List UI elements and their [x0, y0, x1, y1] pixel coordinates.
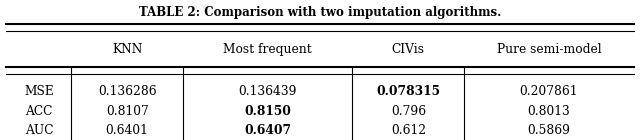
- Text: 0.6407: 0.6407: [244, 124, 291, 137]
- Text: KNN: KNN: [112, 43, 142, 56]
- Text: 0.136286: 0.136286: [98, 85, 156, 98]
- Text: AUC: AUC: [24, 124, 53, 137]
- Text: TABLE 2: Comparison with two imputation algorithms.: TABLE 2: Comparison with two imputation …: [139, 6, 501, 19]
- Text: 0.8107: 0.8107: [106, 105, 148, 118]
- Text: 0.5869: 0.5869: [527, 124, 570, 137]
- Text: 0.796: 0.796: [391, 105, 426, 118]
- Text: 0.612: 0.612: [391, 124, 426, 137]
- Text: 0.6401: 0.6401: [106, 124, 148, 137]
- Text: 0.207861: 0.207861: [520, 85, 578, 98]
- Text: MSE: MSE: [24, 85, 54, 98]
- Text: 0.8013: 0.8013: [527, 105, 570, 118]
- Text: CIVis: CIVis: [392, 43, 425, 56]
- Text: Most frequent: Most frequent: [223, 43, 312, 56]
- Text: Pure semi-model: Pure semi-model: [497, 43, 601, 56]
- Text: 0.136439: 0.136439: [239, 85, 297, 98]
- Text: 0.8150: 0.8150: [244, 105, 291, 118]
- Text: ACC: ACC: [25, 105, 52, 118]
- Text: 0.078315: 0.078315: [376, 85, 440, 98]
